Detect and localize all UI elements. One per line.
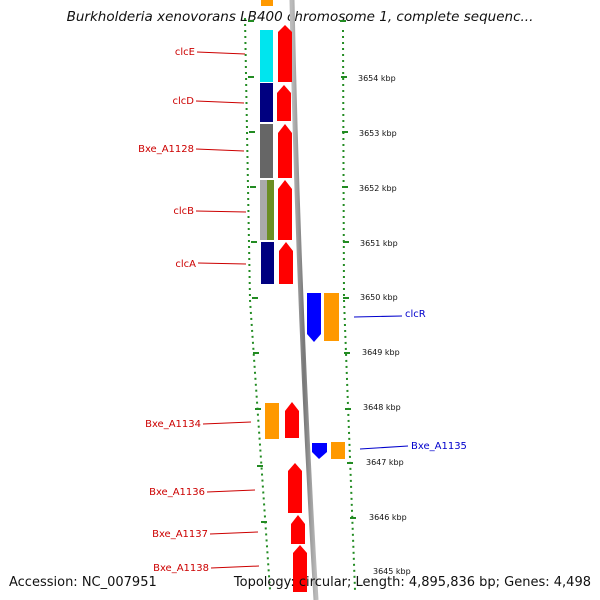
gene-arrow[interactable] — [285, 402, 299, 438]
leader-line — [202, 421, 252, 425]
gene-feature[interactable] — [260, 124, 273, 178]
scale-label: 3651 kbp — [360, 239, 398, 248]
gene-feature[interactable] — [261, 0, 273, 6]
gene-label[interactable]: Bxe_A1135 — [411, 441, 467, 452]
cds-features-forward — [307, 293, 345, 459]
gene-label[interactable]: clcE — [175, 47, 195, 58]
leader-line — [210, 565, 260, 569]
gene-label[interactable]: Bxe_A1136 — [149, 487, 205, 498]
gene-label[interactable]: Bxe_A1134 — [145, 419, 201, 430]
gene-arrow[interactable] — [312, 443, 327, 459]
gene-arrow[interactable] — [279, 242, 293, 284]
gene-label[interactable]: Bxe_A1137 — [152, 529, 208, 540]
scale-label: 3652 kbp — [359, 184, 397, 193]
gene-arrow[interactable] — [278, 25, 292, 82]
gene-label[interactable]: clcR — [405, 309, 426, 320]
label-leader-lines — [195, 51, 409, 569]
scale-label: 3653 kbp — [359, 129, 397, 138]
cds-features-reverse — [277, 25, 307, 592]
scale-label: 3650 kbp — [360, 293, 398, 302]
gene-arrow[interactable] — [277, 85, 291, 121]
gene-arrow[interactable] — [307, 293, 321, 342]
gene-feature[interactable] — [324, 293, 339, 341]
gene-arrow[interactable] — [291, 515, 305, 544]
gene-feature[interactable] — [265, 403, 279, 439]
gene-arrow[interactable] — [278, 124, 292, 178]
leader-line — [195, 210, 247, 213]
gene-label[interactable]: clcD — [173, 96, 195, 107]
map-title: Burkholderia xenovorans LB400 chromosome… — [66, 9, 534, 25]
gene-feature[interactable] — [260, 83, 273, 122]
gene-arrow[interactable] — [293, 545, 307, 592]
gene-feature[interactable] — [267, 180, 274, 240]
scale-label: 3645 kbp — [373, 567, 411, 576]
gene-arrow[interactable] — [288, 463, 302, 513]
backbone-ring — [289, 0, 319, 600]
leader-line — [197, 262, 247, 265]
gene-feature[interactable] — [261, 242, 274, 284]
leader-line — [195, 100, 245, 104]
gene-labels: clcE clcD Bxe_A1128 clcB clcA clcR Bxe_A… — [138, 47, 467, 574]
gene-feature[interactable] — [260, 30, 273, 82]
scale-label: 3649 kbp — [362, 348, 400, 357]
gene-feature[interactable] — [331, 442, 345, 459]
left-dotted-track — [244, 17, 271, 591]
gene-feature[interactable] — [260, 180, 267, 240]
scale-label: 3647 kbp — [366, 458, 404, 467]
leader-line — [353, 315, 403, 318]
scale-labels: 3654 kbp 3653 kbp 3652 kbp 3651 kbp 3650… — [358, 74, 411, 576]
scale-label: 3654 kbp — [358, 74, 396, 83]
gene-label[interactable]: clcA — [175, 259, 196, 270]
right-dotted-track — [342, 29, 356, 591]
scale-label: 3646 kbp — [369, 513, 407, 522]
gene-label[interactable]: Bxe_A1128 — [138, 144, 194, 155]
gene-label[interactable]: Bxe_A1138 — [153, 563, 209, 574]
scale-label: 3648 kbp — [363, 403, 401, 412]
leader-line — [209, 531, 259, 535]
accession-text: Accession: NC_007951 — [9, 575, 157, 590]
gene-label[interactable]: clcB — [173, 206, 194, 217]
right-scale-ticks — [340, 20, 356, 519]
leader-line — [359, 445, 409, 450]
leader-line — [196, 51, 246, 55]
leader-line — [206, 489, 256, 493]
left-scale-ticks — [248, 20, 267, 523]
leader-line — [195, 148, 245, 152]
genome-summary-text: Topology: circular; Length: 4,895,836 bp… — [233, 575, 591, 590]
cog-features-reverse — [260, 0, 279, 439]
gene-arrow[interactable] — [278, 180, 292, 240]
